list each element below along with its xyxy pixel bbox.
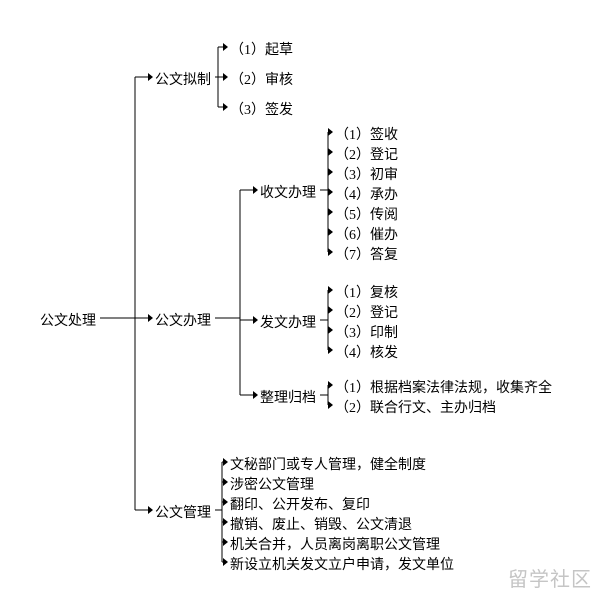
node-guanli: 公文管理 <box>155 502 211 522</box>
guidang-item-1: （2）联合行文、主办归档 <box>335 397 496 417</box>
shouwen-item-2: （3）初审 <box>335 164 398 184</box>
node-guidang: 整理归档 <box>260 387 316 407</box>
nizhi-item-0: （1）起草 <box>230 39 293 59</box>
nizhi-item-2: （3）签发 <box>230 99 293 119</box>
node-nizhi: 公文拟制 <box>155 69 211 89</box>
guanli-item-1: 涉密公文管理 <box>230 474 314 494</box>
guidang-item-0: （1）根据档案法律法规，收集齐全 <box>335 377 552 397</box>
shouwen-item-4: （5）传阅 <box>335 204 398 224</box>
guanli-item-2: 翻印、公开发布、复印 <box>230 494 370 514</box>
fawen-item-3: （4）核发 <box>335 342 398 362</box>
fawen-item-1: （2）登记 <box>335 302 398 322</box>
guanli-item-3: 撤销、废止、销毁、公文清退 <box>230 514 412 534</box>
shouwen-item-0: （1）签收 <box>335 124 398 144</box>
node-banli: 公文办理 <box>155 310 211 330</box>
shouwen-item-1: （2）登记 <box>335 144 398 164</box>
guanli-item-0: 文秘部门或专人管理，健全制度 <box>230 454 426 474</box>
guanli-item-4: 机关合并，人员离岗离职公文管理 <box>230 534 440 554</box>
fawen-item-2: （3）印制 <box>335 322 398 342</box>
nizhi-item-1: （2）审核 <box>230 69 293 89</box>
fawen-item-0: （1）复核 <box>335 282 398 302</box>
node-shouwen: 收文办理 <box>260 182 316 202</box>
shouwen-item-3: （4）承办 <box>335 184 398 204</box>
shouwen-item-6: （7）答复 <box>335 244 398 264</box>
shouwen-item-5: （6）催办 <box>335 224 398 244</box>
watermark: 留学社区 <box>508 563 592 592</box>
node-fawen: 发文办理 <box>260 312 316 332</box>
root-node: 公文处理 <box>40 310 96 330</box>
guanli-item-5: 新设立机关发文立户申请，发文单位 <box>230 554 454 574</box>
